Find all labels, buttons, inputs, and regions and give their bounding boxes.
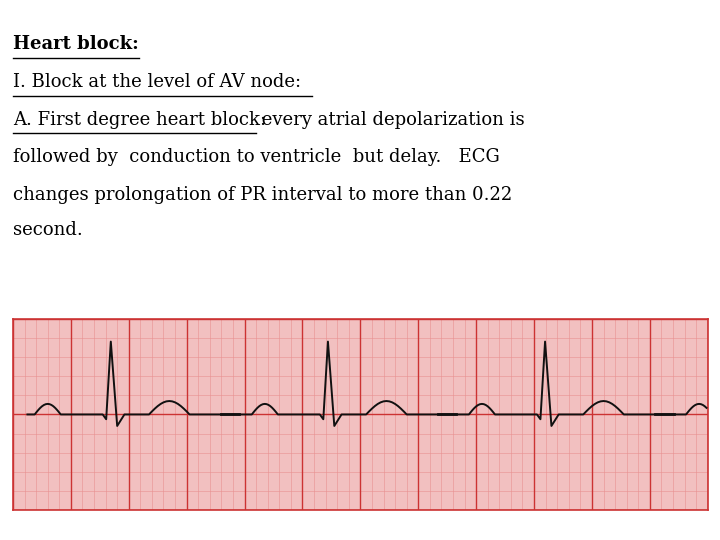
Text: Heart block:: Heart block: (13, 35, 139, 53)
Text: every atrial depolarization is: every atrial depolarization is (256, 111, 525, 129)
Text: I. Block at the level of AV node:: I. Block at the level of AV node: (13, 73, 301, 91)
Text: changes prolongation of PR interval to more than 0.22: changes prolongation of PR interval to m… (13, 186, 512, 204)
Text: second.: second. (13, 221, 83, 239)
Text: followed by  conduction to ventricle  but delay.   ECG: followed by conduction to ventricle but … (13, 148, 500, 166)
Text: A. First degree heart block:: A. First degree heart block: (13, 111, 266, 129)
